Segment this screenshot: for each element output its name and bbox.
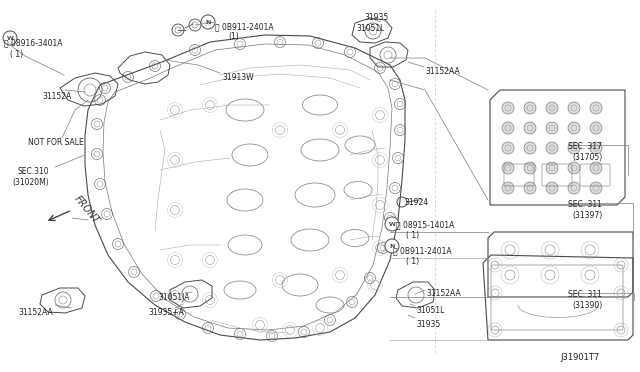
Text: (31397): (31397) <box>572 211 602 220</box>
Circle shape <box>502 122 514 134</box>
Text: 31935: 31935 <box>364 13 388 22</box>
Text: W: W <box>6 35 13 41</box>
Circle shape <box>546 182 558 194</box>
Circle shape <box>546 122 558 134</box>
Circle shape <box>590 102 602 114</box>
Circle shape <box>568 182 580 194</box>
Circle shape <box>590 142 602 154</box>
Text: (1): (1) <box>228 32 239 41</box>
Circle shape <box>590 162 602 174</box>
Text: 31051JA: 31051JA <box>158 293 189 302</box>
Text: Ⓝ 0B911-2401A: Ⓝ 0B911-2401A <box>393 246 452 255</box>
Circle shape <box>385 239 399 253</box>
Text: SEC.310: SEC.310 <box>18 167 50 176</box>
Text: ( 1): ( 1) <box>406 257 419 266</box>
Text: 31935: 31935 <box>416 320 440 329</box>
Circle shape <box>502 102 514 114</box>
Text: 31924: 31924 <box>404 198 428 207</box>
Text: 31913W: 31913W <box>222 73 253 82</box>
Circle shape <box>3 31 17 45</box>
Circle shape <box>502 162 514 174</box>
Text: J31901T7: J31901T7 <box>560 353 599 362</box>
Circle shape <box>568 142 580 154</box>
Circle shape <box>524 182 536 194</box>
Circle shape <box>590 182 602 194</box>
Text: N: N <box>389 244 395 248</box>
Text: SEC. 311: SEC. 311 <box>568 290 602 299</box>
Text: Ⓢ 08916-3401A: Ⓢ 08916-3401A <box>4 38 63 47</box>
Circle shape <box>524 102 536 114</box>
Circle shape <box>546 142 558 154</box>
Circle shape <box>568 162 580 174</box>
Text: FRONT: FRONT <box>72 194 101 226</box>
Circle shape <box>502 142 514 154</box>
Circle shape <box>385 217 399 231</box>
Circle shape <box>502 182 514 194</box>
Text: 31152AA: 31152AA <box>426 289 461 298</box>
Circle shape <box>524 122 536 134</box>
Text: (31390): (31390) <box>572 301 602 310</box>
Text: NOT FOR SALE: NOT FOR SALE <box>28 138 84 147</box>
Circle shape <box>201 15 215 29</box>
Circle shape <box>524 162 536 174</box>
Text: 31935+A: 31935+A <box>148 308 184 317</box>
Text: Ⓢ 08915-1401A: Ⓢ 08915-1401A <box>396 220 454 229</box>
Text: SEC. 311: SEC. 311 <box>568 200 602 209</box>
Circle shape <box>590 122 602 134</box>
Circle shape <box>524 142 536 154</box>
Circle shape <box>568 122 580 134</box>
Text: SEC. 317: SEC. 317 <box>568 142 602 151</box>
Text: N: N <box>205 19 211 25</box>
Text: ( 1): ( 1) <box>10 50 23 59</box>
Text: W: W <box>388 221 396 227</box>
Circle shape <box>568 102 580 114</box>
Text: 31152AA: 31152AA <box>18 308 52 317</box>
Text: 31051L: 31051L <box>356 24 385 33</box>
Text: Ⓝ 0B911-2401A: Ⓝ 0B911-2401A <box>215 22 274 31</box>
Text: (31020M): (31020M) <box>12 178 49 187</box>
Circle shape <box>546 102 558 114</box>
Text: ( 1): ( 1) <box>406 231 419 240</box>
Circle shape <box>546 162 558 174</box>
Text: 31152A: 31152A <box>42 92 71 101</box>
Text: 31152AA: 31152AA <box>425 67 460 76</box>
Text: 31051L: 31051L <box>416 306 444 315</box>
Text: (31705): (31705) <box>572 153 602 162</box>
